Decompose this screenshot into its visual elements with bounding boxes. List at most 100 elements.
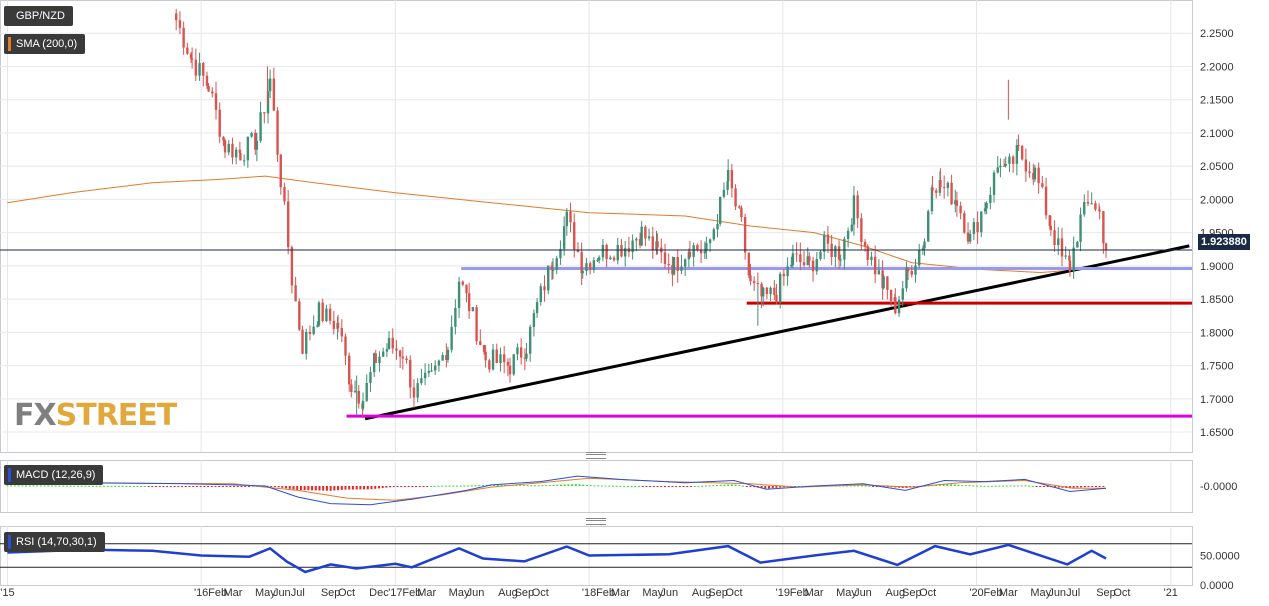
candle-body bbox=[246, 136, 250, 161]
candle-body bbox=[266, 91, 270, 114]
macd-histogram-bar bbox=[860, 485, 863, 487]
candle-body bbox=[889, 289, 893, 301]
candle-body bbox=[227, 143, 230, 153]
macd-histogram-bar bbox=[630, 485, 633, 487]
macd-histogram-bar bbox=[266, 485, 269, 487]
candle-body bbox=[491, 349, 495, 370]
macd-histogram-bar bbox=[708, 485, 711, 487]
candle-body bbox=[457, 281, 461, 308]
candle-body bbox=[761, 287, 765, 297]
candle-body bbox=[680, 266, 683, 271]
candle-body bbox=[989, 194, 992, 204]
candle-body bbox=[914, 265, 917, 275]
candle-body bbox=[738, 206, 741, 208]
macd-histogram-bar bbox=[188, 486, 191, 487]
macd-histogram-bar bbox=[745, 486, 748, 487]
candle-body bbox=[372, 353, 376, 373]
candle-body bbox=[488, 360, 491, 370]
candle-body bbox=[506, 361, 510, 366]
candle-body bbox=[740, 207, 743, 218]
macd-histogram-bar bbox=[403, 486, 406, 487]
candle-body bbox=[461, 281, 464, 285]
candle-body bbox=[283, 187, 286, 202]
macd-histogram-bar bbox=[782, 486, 785, 488]
rsi-resize-handle[interactable] bbox=[586, 518, 606, 525]
candle-body bbox=[846, 230, 850, 239]
price-tick-label: 1.6500 bbox=[1200, 427, 1234, 439]
x-tick-label: '18 bbox=[582, 587, 596, 599]
candle-body bbox=[850, 224, 854, 231]
candle-body bbox=[1048, 215, 1051, 226]
macd-histogram-bar bbox=[13, 485, 16, 487]
candle-body bbox=[635, 238, 638, 241]
macd-histogram-bar bbox=[400, 486, 403, 487]
candle-body bbox=[340, 327, 343, 337]
macd-histogram-bar bbox=[667, 486, 670, 487]
candle-body bbox=[391, 337, 394, 349]
candle-body bbox=[712, 229, 716, 240]
macd-histogram-bar bbox=[392, 486, 395, 487]
macd-histogram-bar bbox=[437, 485, 440, 487]
rsi-tick-label: 0.0000 bbox=[1200, 580, 1234, 592]
macd-histogram-bar bbox=[229, 486, 232, 487]
instrument-label[interactable]: GBP/NZD bbox=[4, 6, 73, 26]
candle-body bbox=[778, 273, 782, 303]
macd-histogram-bar bbox=[875, 486, 878, 487]
macd-histogram-bar bbox=[244, 486, 247, 487]
candle-body bbox=[211, 91, 214, 94]
candle-body bbox=[1060, 238, 1064, 257]
macd-histogram-bar bbox=[292, 486, 295, 490]
candle-body bbox=[910, 270, 913, 275]
candle-body bbox=[551, 269, 555, 271]
macd-histogram-bar bbox=[73, 485, 76, 487]
x-tick-label: May bbox=[642, 587, 663, 599]
macd-tick-label: -0.0000 bbox=[1200, 481, 1237, 493]
candle-body bbox=[718, 196, 722, 224]
macd-histogram-bar bbox=[181, 486, 184, 487]
price-tick-label: 1.7500 bbox=[1200, 361, 1234, 373]
candle-body bbox=[1057, 238, 1060, 246]
candle-body bbox=[305, 331, 308, 354]
rsi-label[interactable]: RSI (14,70,30,1) bbox=[4, 532, 105, 552]
macd-histogram-bar bbox=[1080, 486, 1083, 488]
x-tick-label: May bbox=[255, 587, 276, 599]
macd-histogram-bar bbox=[162, 486, 165, 487]
macd-histogram-bar bbox=[637, 485, 640, 487]
candle-body bbox=[955, 200, 959, 206]
macd-histogram-bar bbox=[604, 485, 607, 487]
macd-histogram-bar bbox=[10, 485, 13, 487]
macd-histogram-bar bbox=[318, 486, 321, 491]
macd-histogram-bar bbox=[593, 485, 596, 487]
candle-body bbox=[378, 356, 381, 364]
candle-body bbox=[1064, 255, 1067, 257]
macd-histogram-bar bbox=[455, 485, 458, 487]
candle-body bbox=[1086, 201, 1090, 204]
macd-histogram-bar bbox=[779, 486, 782, 488]
candle-body bbox=[856, 195, 859, 219]
macd-histogram-bar bbox=[987, 485, 990, 487]
candle-body bbox=[959, 205, 962, 214]
macd-histogram-bar bbox=[225, 486, 228, 487]
macd-histogram-bar bbox=[184, 486, 187, 487]
macd-histogram-bar bbox=[344, 486, 347, 490]
price-tick-label: 1.8000 bbox=[1200, 327, 1234, 339]
candle-body bbox=[205, 75, 209, 86]
candle-body bbox=[705, 243, 708, 252]
macd-histogram-bar bbox=[775, 486, 778, 488]
macd-histogram-bar bbox=[753, 486, 756, 488]
candle-body bbox=[806, 256, 809, 266]
x-tick-label: '16 bbox=[194, 587, 208, 599]
sma-label[interactable]: SMA (200,0) bbox=[4, 34, 86, 54]
macd-histogram-bar bbox=[764, 486, 767, 489]
candle-body bbox=[837, 246, 841, 260]
macd-histogram-bar bbox=[857, 485, 860, 487]
candle-body bbox=[734, 188, 737, 207]
macd-label[interactable]: MACD (12,26,9) bbox=[4, 465, 104, 485]
x-tick-label: Feb bbox=[596, 587, 615, 599]
candle-body bbox=[369, 372, 372, 383]
candle-body bbox=[1102, 211, 1105, 244]
candle-body bbox=[238, 149, 242, 153]
candle-body bbox=[381, 351, 385, 357]
macd-resize-handle[interactable] bbox=[586, 452, 606, 459]
macd-histogram-bar bbox=[158, 486, 161, 487]
